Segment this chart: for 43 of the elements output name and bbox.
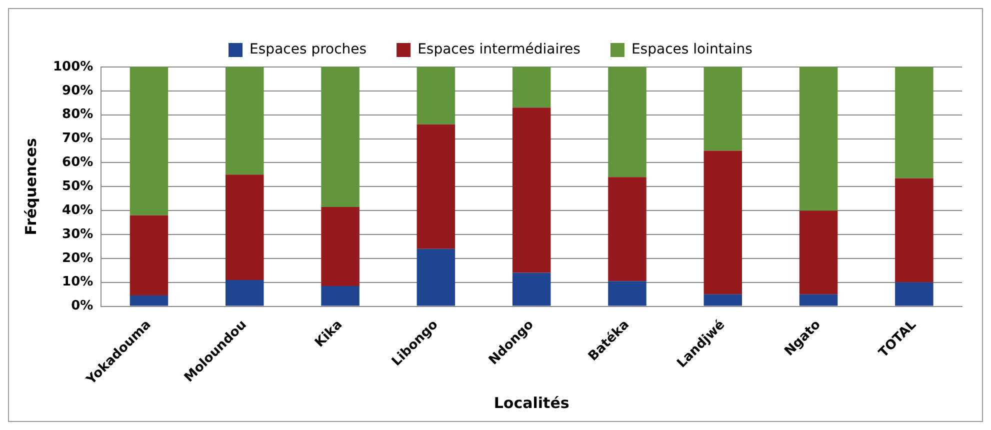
- y-axis-title: Fréquences: [22, 138, 40, 236]
- bar: [704, 150, 742, 294]
- bar: [416, 248, 456, 306]
- bar: [799, 67, 838, 211]
- bar: [321, 206, 360, 286]
- x-axis-title: Localités: [494, 394, 570, 412]
- bar: [130, 215, 168, 296]
- bar: [799, 210, 838, 294]
- y-tick-label: 30%: [62, 226, 94, 242]
- bar: [226, 67, 264, 175]
- bar: [130, 296, 168, 306]
- bar: [416, 124, 456, 249]
- y-tick-label: 100%: [52, 59, 94, 74]
- y-tick-label: 60%: [62, 155, 94, 170]
- y-tick-label: 90%: [62, 83, 94, 98]
- bar: [608, 177, 646, 282]
- bar: [895, 178, 934, 282]
- legend-label: Espaces intermédiaires: [418, 42, 580, 58]
- bar: [608, 67, 646, 178]
- bar: [895, 67, 934, 178]
- bar: [321, 67, 360, 207]
- bar: [226, 280, 264, 306]
- bar: [130, 67, 168, 216]
- y-tick-label: 10%: [62, 274, 94, 290]
- bar: [416, 67, 456, 124]
- bar: [799, 294, 838, 306]
- y-tick-label: 70%: [62, 131, 94, 146]
- y-tick-label: 80%: [62, 107, 94, 122]
- bar: [704, 294, 742, 306]
- bar: [895, 282, 934, 306]
- y-tick-label: 20%: [62, 250, 94, 266]
- bar: [608, 281, 646, 306]
- legend-label: Espaces lointains: [631, 42, 752, 58]
- bar: [512, 272, 551, 306]
- legend-label: Espaces proches: [250, 42, 367, 58]
- y-tick-label: 0%: [71, 298, 94, 314]
- bar: [704, 67, 742, 151]
- y-tick-label: 40%: [62, 202, 94, 218]
- bar: [512, 108, 551, 273]
- bar: [512, 67, 551, 108]
- bar: [226, 174, 264, 280]
- bar: [321, 286, 360, 306]
- y-tick-label: 50%: [62, 179, 94, 194]
